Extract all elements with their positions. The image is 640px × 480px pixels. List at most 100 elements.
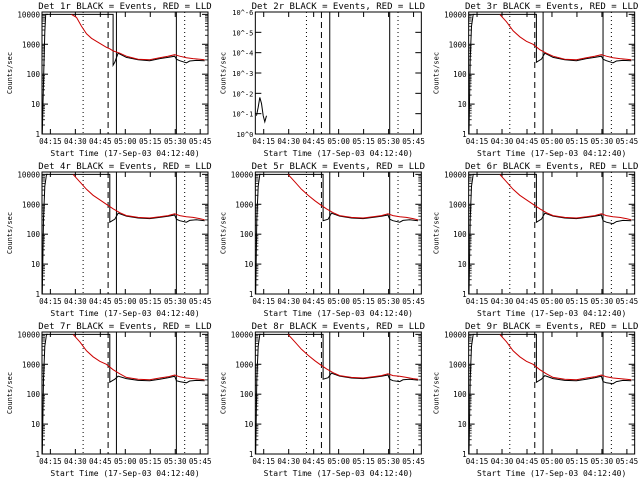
x-tick-label: 04:15	[252, 457, 275, 466]
x-tick-label: 05:30	[164, 137, 187, 146]
x-tick-label: 04:30	[491, 137, 514, 146]
y-tick-label: 1000	[449, 360, 468, 369]
y-axis-label: Counts/sec	[433, 372, 441, 414]
y-tick-label: 1000	[22, 40, 41, 49]
y-tick-label: 10^-3	[232, 70, 253, 78]
x-tick-label: 04:45	[516, 137, 539, 146]
x-tick-label: 04:30	[277, 297, 300, 306]
x-tick-label: 05:00	[541, 297, 564, 306]
y-axis-label: Counts/sec	[219, 52, 227, 94]
x-tick-label: 05:00	[541, 137, 564, 146]
x-axis-label: Start Time (17-Sep-03 04:12:40)	[264, 149, 413, 158]
panel-det-3: Det 3r BLACK = Events, RED = LLD Start Ti…	[433, 2, 639, 158]
x-tick-label: 04:15	[466, 457, 489, 466]
series-events	[41, 333, 205, 455]
x-tick-label: 05:30	[591, 137, 614, 146]
x-tick-label: 05:15	[566, 297, 589, 306]
x-tick-label: 04:15	[39, 457, 62, 466]
plot-frame	[41, 11, 209, 135]
series-events	[468, 333, 632, 455]
x-tick-label: 05:45	[402, 137, 425, 146]
series-events	[41, 13, 205, 135]
y-tick-label: 10	[458, 260, 468, 269]
x-tick-label: 04:15	[466, 137, 489, 146]
x-tick-label: 05:45	[189, 137, 212, 146]
x-tick-label: 05:30	[164, 457, 187, 466]
y-axis-label: Counts/sec	[219, 372, 227, 414]
y-axis-label: Counts/sec	[6, 52, 14, 94]
series-lld	[287, 334, 419, 380]
x-axis-label: Start Time (17-Sep-03 04:12:40)	[50, 149, 199, 158]
x-tick-label: 05:00	[327, 297, 350, 306]
x-tick-label: 05:30	[591, 457, 614, 466]
y-tick-label: 100	[453, 70, 467, 79]
x-tick-label: 05:45	[616, 457, 639, 466]
y-tick-label: 10^-4	[232, 50, 253, 58]
x-tick-label: 05:15	[566, 457, 589, 466]
x-axis-label: Start Time (17-Sep-03 04:12:40)	[264, 469, 413, 478]
y-tick-label: 10^-1	[232, 111, 253, 119]
x-tick-label: 05:45	[616, 137, 639, 146]
y-tick-label: 100	[240, 230, 254, 239]
x-tick-label: 04:30	[277, 457, 300, 466]
y-tick-label: 1	[249, 450, 254, 459]
series-events	[255, 333, 419, 455]
y-axis-label: Counts/sec	[219, 212, 227, 254]
x-tick-label: 05:45	[616, 297, 639, 306]
x-tick-label: 05:00	[327, 137, 350, 146]
plot-frame	[468, 11, 636, 135]
series-lld	[287, 174, 419, 221]
x-axis-label: Start Time (17-Sep-03 04:12:40)	[477, 469, 626, 478]
x-tick-label: 04:30	[491, 297, 514, 306]
x-tick-label: 05:30	[377, 137, 400, 146]
x-tick-label: 05:45	[189, 457, 212, 466]
x-tick-label: 04:45	[89, 297, 112, 306]
y-tick-label: 1	[35, 450, 40, 459]
y-tick-label: 10000	[444, 10, 467, 19]
panel-det-5: Det 5r BLACK = Events, RED = LLD Start Ti…	[219, 162, 425, 318]
panel-title: Det 1r BLACK = Events, RED = LLD	[38, 2, 211, 12]
y-tick-label: 10000	[231, 170, 254, 179]
x-axis-label: Start Time (17-Sep-03 04:12:40)	[477, 309, 626, 318]
x-tick-label: 04:15	[466, 297, 489, 306]
series-lld	[72, 334, 205, 381]
x-tick-label: 04:30	[491, 457, 514, 466]
panel-det-6: Det 6r BLACK = Events, RED = LLD Start Ti…	[433, 162, 639, 318]
x-axis-label: Start Time (17-Sep-03 04:12:40)	[477, 149, 626, 158]
x-tick-label: 05:15	[352, 297, 375, 306]
series-lld	[499, 14, 632, 61]
x-tick-label: 05:15	[139, 457, 162, 466]
x-tick-label: 05:30	[164, 297, 187, 306]
x-tick-label: 05:30	[377, 457, 400, 466]
x-tick-label: 05:45	[189, 297, 212, 306]
plot-frame	[468, 171, 636, 295]
y-tick-label: 1	[35, 290, 40, 299]
x-tick-label: 05:45	[402, 457, 425, 466]
series-events	[256, 97, 267, 124]
panel-title: Det 6r BLACK = Events, RED = LLD	[465, 162, 638, 172]
panel-title: Det 5r BLACK = Events, RED = LLD	[252, 162, 425, 172]
x-axis-label: Start Time (17-Sep-03 04:12:40)	[50, 309, 199, 318]
y-tick-label: 10^-6	[232, 9, 253, 17]
series-lld	[499, 174, 632, 221]
x-tick-label: 04:45	[89, 137, 112, 146]
y-tick-label: 100	[26, 230, 40, 239]
x-tick-label: 04:15	[252, 137, 275, 146]
panel-title: Det 9r BLACK = Events, RED = LLD	[465, 322, 638, 332]
panel-det-4: Det 4r BLACK = Events, RED = LLD Start Ti…	[6, 162, 212, 318]
y-tick-label: 100	[240, 390, 254, 399]
x-tick-label: 05:00	[114, 137, 137, 146]
y-tick-label: 10	[31, 420, 41, 429]
panel-det-9: Det 9r BLACK = Events, RED = LLD Start Ti…	[433, 322, 639, 478]
y-tick-label: 1	[462, 130, 467, 139]
x-axis-label: Start Time (17-Sep-03 04:12:40)	[50, 469, 199, 478]
y-tick-label: 1000	[235, 360, 254, 369]
series-events	[468, 13, 632, 135]
y-tick-label: 1	[35, 130, 40, 139]
y-tick-label: 100	[26, 70, 40, 79]
x-tick-label: 05:15	[352, 457, 375, 466]
y-tick-label: 1	[462, 450, 467, 459]
plot-frame	[254, 11, 422, 135]
y-tick-label: 10000	[444, 170, 467, 179]
panel-det-7: Det 7r BLACK = Events, RED = LLD Start Ti…	[6, 322, 212, 478]
